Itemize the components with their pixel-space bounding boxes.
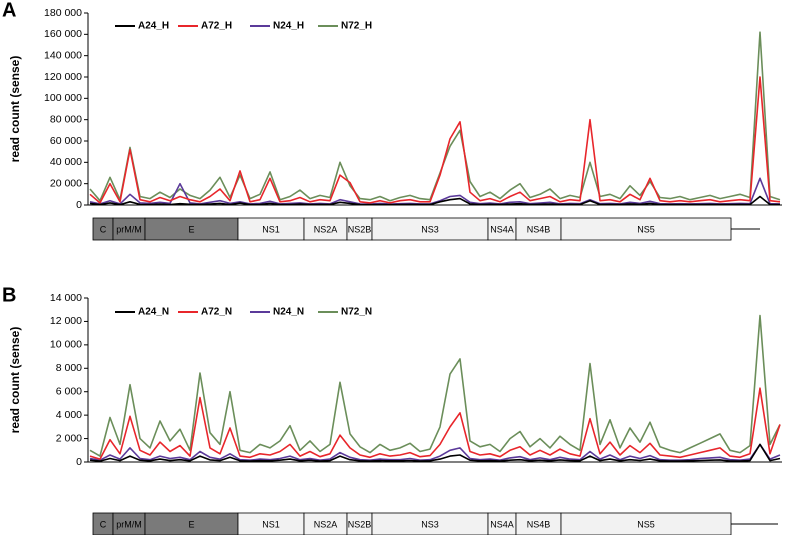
genome-label: C: [100, 519, 107, 529]
genome-label: NS4A: [490, 224, 514, 234]
y-tick-label: 40 000: [50, 156, 82, 168]
y-tick-label: 8 000: [56, 362, 82, 374]
genome-label: E: [188, 224, 194, 234]
y-tick-label: 20 000: [50, 177, 82, 189]
y-tick-label: 160 000: [44, 28, 82, 40]
y-tick-label: 140 000: [44, 49, 82, 61]
genome-label: NS2B: [348, 224, 372, 234]
y-tick-label: 180 000: [44, 7, 82, 19]
y-tick-label: 4 000: [56, 409, 82, 421]
genome-label: NS5: [637, 224, 655, 234]
genome-label: NS2A: [314, 519, 338, 529]
genome-label: NS4A: [490, 519, 514, 529]
y-tick-label: 0: [76, 199, 82, 211]
y-tick-label: 2 000: [56, 432, 82, 444]
series-line: [89, 195, 781, 206]
panel-label: B: [2, 284, 16, 306]
series-line: [89, 314, 781, 457]
series-line: [89, 31, 781, 202]
genome-label: E: [188, 519, 194, 529]
genome-label: prM/M: [116, 519, 142, 529]
genome-label: NS2B: [348, 519, 372, 529]
legend-label: N72_N: [341, 307, 372, 318]
y-tick-label: 6 000: [56, 385, 82, 397]
genome-label: C: [100, 224, 107, 234]
genome-label: NS1: [262, 224, 280, 234]
genome-label: NS4B: [527, 224, 551, 234]
genome-label: NS5: [637, 519, 655, 529]
series-line: [89, 443, 781, 461]
genome-label: NS4B: [527, 519, 551, 529]
legend-label: N24_H: [273, 21, 304, 32]
series-line: [89, 387, 781, 460]
y-tick-label: 0: [76, 456, 82, 468]
y-tick-label: 12 000: [50, 315, 82, 327]
y-tick-label: 14 000: [50, 292, 82, 304]
genome-label: prM/M: [116, 224, 142, 234]
genome-label: NS1: [262, 519, 280, 529]
legend-label: A72_H: [201, 21, 232, 32]
legend-label: A24_H: [138, 21, 169, 32]
legend-label: N72_H: [341, 21, 372, 32]
y-axis-label: read count (sense): [8, 327, 22, 434]
series-line: [89, 443, 781, 462]
genome-label: NS3: [421, 519, 439, 529]
panel-label: A: [2, 0, 16, 21]
y-tick-label: 100 000: [44, 92, 82, 104]
genome-label: NS2A: [314, 224, 338, 234]
y-tick-label: 80 000: [50, 113, 82, 125]
y-axis-label: read count (sense): [8, 56, 22, 163]
legend-label: A24_N: [138, 307, 169, 318]
genome-label: NS3: [421, 224, 439, 234]
y-tick-label: 60 000: [50, 135, 82, 147]
y-tick-label: 10 000: [50, 339, 82, 351]
y-tick-label: 120 000: [44, 71, 82, 83]
legend-label: A72_N: [201, 307, 232, 318]
series-line: [89, 76, 781, 204]
legend-label: N24_N: [273, 307, 304, 318]
